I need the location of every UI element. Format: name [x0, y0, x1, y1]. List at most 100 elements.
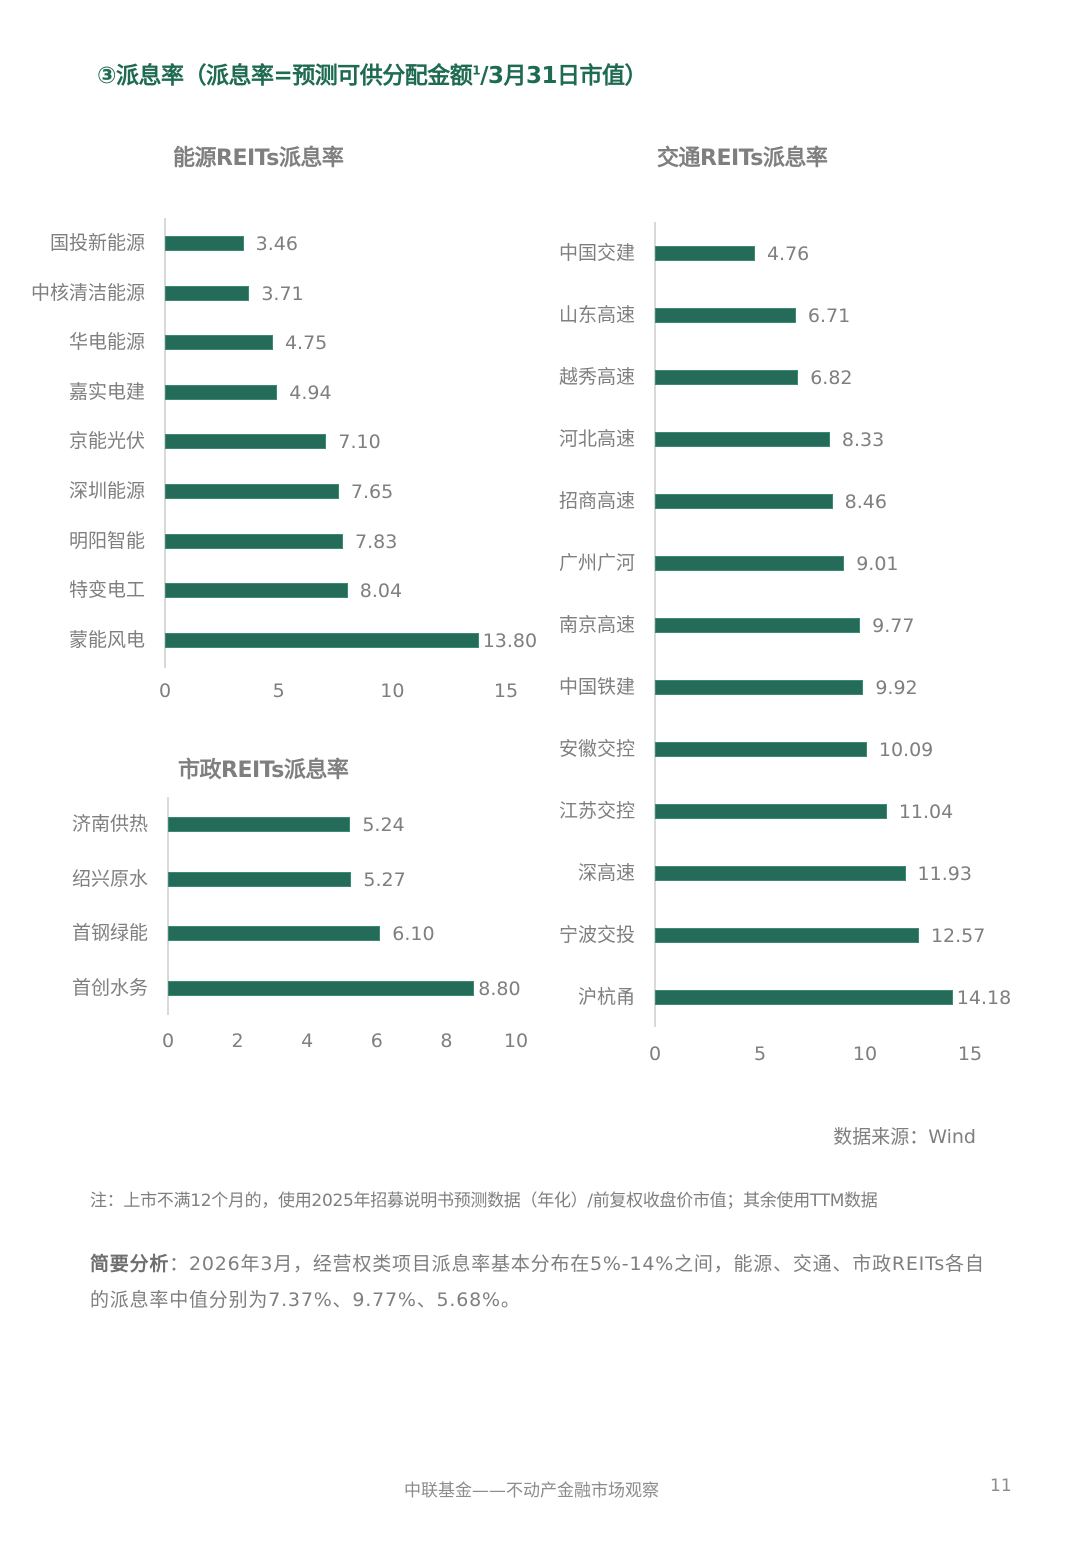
category-label: 明阳智能: [68, 529, 145, 552]
value-label: 12.57: [930, 925, 986, 947]
value-label: 9.77: [872, 615, 915, 637]
bar: [655, 308, 796, 323]
category-label: 蒙能风电: [68, 628, 145, 651]
category-label: 深高速: [577, 862, 635, 884]
category-label: 宁波交投: [558, 924, 635, 946]
value-label: 5.27: [363, 868, 406, 891]
x-tick-label: 10: [852, 1043, 878, 1065]
category-label: 首创水务: [71, 977, 148, 1000]
category-label: 中核清洁能源: [30, 281, 145, 304]
bar: [165, 335, 273, 351]
value-label: 11.93: [917, 863, 972, 885]
x-tick-label: 0: [158, 680, 172, 702]
category-label: 深圳能源: [68, 480, 145, 502]
energy-chart-title: 能源REITs派息率: [173, 146, 344, 171]
footnote: 注：上市不满12个月的，使用2025年招募说明书预测数据（年化）/前复权收盘价市…: [90, 1191, 878, 1211]
value-label: 4.75: [284, 332, 328, 355]
x-tick-label: 0: [648, 1043, 662, 1065]
x-tick-label: 4: [301, 1030, 314, 1052]
category-label: 河北高速: [558, 428, 635, 450]
footnote-marker: 1: [472, 63, 481, 78]
value-label: 4.94: [289, 381, 332, 404]
x-tick-label: 10: [503, 1030, 529, 1052]
category-label: 安徽交控: [558, 738, 635, 760]
x-tick-label: 15: [493, 680, 519, 702]
bar: [168, 926, 381, 942]
value-label: 7.65: [350, 481, 394, 503]
x-tick-label: 5: [272, 680, 285, 702]
value-label: 6.82: [810, 367, 853, 389]
category-label: 沪杭甬: [577, 986, 635, 1008]
value-label: 3.46: [255, 233, 298, 255]
value-label: 6.71: [807, 305, 851, 327]
category-label: 华电能源: [68, 331, 145, 354]
x-tick-label: 6: [370, 1030, 383, 1052]
x-tick-label: 15: [957, 1043, 983, 1065]
category-label: 京能光伏: [68, 430, 145, 453]
value-label: 3.71: [261, 282, 304, 305]
category-label: 越秀高速: [558, 366, 635, 388]
bar: [655, 370, 799, 385]
category-label: 首钢绿能: [71, 922, 148, 945]
category-label: 南京高速: [558, 614, 635, 636]
municipal-chart-title: 市政REITs派息率: [178, 758, 349, 783]
section-title-tail: /3月31日市值）: [480, 63, 648, 89]
bar: [168, 817, 351, 832]
bar: [655, 866, 906, 881]
value-label: 14.18: [956, 987, 1012, 1009]
y-axis-line: [167, 797, 169, 1015]
category-label: 济南供热: [71, 813, 148, 835]
bar: [655, 246, 755, 261]
bar: [165, 236, 244, 251]
value-label: 7.83: [355, 530, 398, 553]
page-number: 11: [990, 1476, 1012, 1496]
category-label: 江苏交控: [558, 800, 635, 822]
x-tick-label: 5: [753, 1043, 767, 1065]
category-label: 中国交建: [558, 242, 635, 264]
value-label: 10.09: [878, 739, 934, 761]
x-tick-label: 0: [161, 1030, 175, 1052]
value-label: 9.01: [856, 553, 899, 575]
bar: [165, 632, 479, 648]
value-label: 11.04: [898, 801, 954, 823]
bar: [165, 583, 348, 599]
category-label: 山东高速: [558, 304, 635, 326]
footer-title: 中联基金——不动产金融市场观察: [404, 1481, 659, 1501]
bar: [655, 618, 861, 633]
analysis-label: 简要分析: [90, 1253, 170, 1275]
category-label: 绍兴原水: [71, 867, 148, 890]
analysis-text: ：2026年3月，经营权类项目派息率基本分布在5%-14%之间，能源、交通、市政…: [90, 1253, 985, 1311]
category-label: 广州广河: [558, 552, 635, 574]
data-source: 数据来源：Wind: [833, 1126, 976, 1148]
value-label: 7.10: [338, 431, 381, 454]
value-label: 5.24: [362, 814, 405, 836]
bar: [655, 432, 830, 447]
value-label: 8.46: [844, 491, 887, 513]
bar: [168, 871, 352, 887]
category-label: 特变电工: [68, 579, 145, 602]
bar: [165, 434, 327, 450]
category-label: 招商高速: [558, 490, 635, 512]
section-title: ③派息率（派息率=预测可供分配金额1/3月31日市值）: [97, 56, 648, 90]
category-label: 国投新能源: [49, 232, 145, 254]
bar: [655, 928, 919, 943]
bar: [165, 285, 250, 301]
bar: [165, 484, 339, 499]
value-label: 13.80: [482, 629, 538, 652]
value-label: 4.76: [766, 243, 810, 265]
x-tick-label: 8: [440, 1030, 453, 1052]
category-label: 中国铁建: [558, 676, 635, 698]
value-label: 8.04: [359, 580, 403, 603]
x-tick-label: 2: [231, 1030, 244, 1052]
transport-chart-title: 交通REITs派息率: [657, 146, 828, 171]
value-label: 6.10: [392, 923, 435, 946]
value-label: 8.33: [841, 429, 885, 451]
bar: [655, 804, 887, 819]
section-title-text: ③派息率（派息率=预测可供分配金额: [97, 63, 473, 89]
x-tick-label: 10: [380, 680, 405, 702]
bar: [168, 981, 475, 997]
bar: [165, 384, 278, 400]
category-label: 嘉实电建: [68, 380, 145, 403]
bar: [655, 556, 845, 571]
value-label: 9.92: [875, 677, 918, 699]
